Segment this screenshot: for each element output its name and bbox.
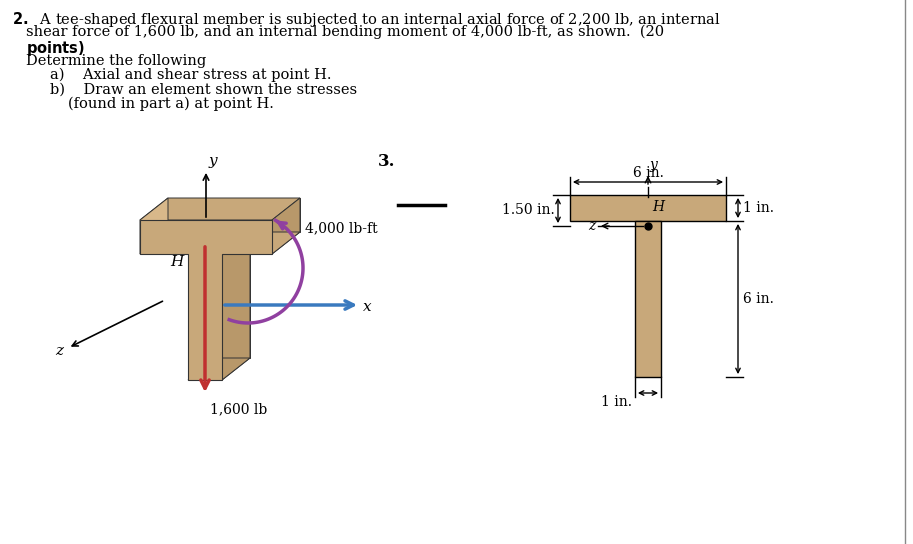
Text: 1 in.: 1 in. (601, 395, 632, 409)
Text: 1 in.: 1 in. (743, 201, 774, 215)
Text: y: y (209, 154, 217, 168)
Text: 4,000 lb-ft: 4,000 lb-ft (305, 221, 378, 235)
Text: b)    Draw an element shown the stresses: b) Draw an element shown the stresses (50, 83, 357, 96)
Polygon shape (140, 198, 300, 220)
Bar (635, 221, 661, 377)
Text: H: H (652, 200, 664, 214)
Text: x: x (363, 300, 372, 314)
Polygon shape (140, 232, 216, 254)
Text: H: H (170, 255, 183, 269)
Text: shear force of 1,600 lb, and an internal bending moment of 4,000 lb-ft, as shown: shear force of 1,600 lb, and an internal… (26, 24, 664, 39)
Text: 1,600 lb: 1,600 lb (210, 402, 268, 416)
Polygon shape (140, 220, 272, 380)
Text: (found in part a) at point H.: (found in part a) at point H. (68, 97, 274, 112)
Text: 3.: 3. (378, 153, 395, 170)
Polygon shape (222, 232, 250, 380)
Text: 6 in.: 6 in. (633, 166, 664, 180)
Polygon shape (140, 198, 168, 254)
Bar (570, 195, 726, 221)
Text: z: z (55, 344, 63, 358)
Text: 1.50 in.: 1.50 in. (502, 203, 555, 218)
Text: 6 in.: 6 in. (743, 292, 774, 306)
Polygon shape (272, 198, 300, 254)
Text: $\mathbf{points)}$: $\mathbf{points)}$ (26, 39, 85, 58)
Text: Determine the following: Determine the following (26, 53, 206, 67)
Polygon shape (168, 198, 300, 358)
Text: a)    Axial and shear stress at point H.: a) Axial and shear stress at point H. (50, 68, 331, 82)
Text: $\mathbf{2.}$  A tee-shaped flexural member is subjected to an internal axial fo: $\mathbf{2.}$ A tee-shaped flexural memb… (12, 10, 720, 29)
Text: z: z (588, 219, 595, 233)
Polygon shape (188, 358, 250, 380)
Polygon shape (222, 232, 300, 254)
Text: y: y (650, 158, 658, 172)
